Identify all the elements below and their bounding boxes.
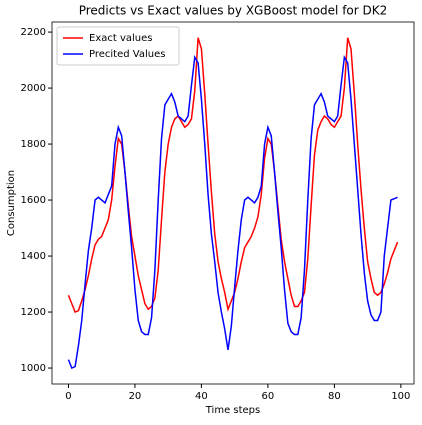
x-tick-label: 40 [195,391,208,402]
x-tick-label: 0 [65,391,71,402]
y-tick-label: 1600 [21,195,46,206]
y-tick-label: 2000 [21,83,46,94]
y-tick-label: 2200 [21,27,46,38]
legend-box [56,26,180,66]
legend-label: Precited Values [89,49,165,60]
x-tick-label: 100 [391,391,410,402]
y-tick-label: 1800 [21,139,46,150]
x-tick-label: 80 [328,391,341,402]
y-tick-label: 1400 [21,251,46,262]
x-tick-label: 20 [129,391,142,402]
plot-frame [51,21,415,385]
y-tick-label: 1000 [21,363,46,374]
x-tick-label: 60 [262,391,275,402]
legend-label: Exact values [89,33,153,44]
x-axis-label: Time steps [205,405,261,416]
y-axis-label: Consumption [6,170,17,236]
chart-title: Predicts vs Exact values by XGBoost mode… [79,4,388,18]
data-line [67,37,399,314]
data-line [67,54,398,370]
y-tick-label: 1200 [21,307,46,318]
